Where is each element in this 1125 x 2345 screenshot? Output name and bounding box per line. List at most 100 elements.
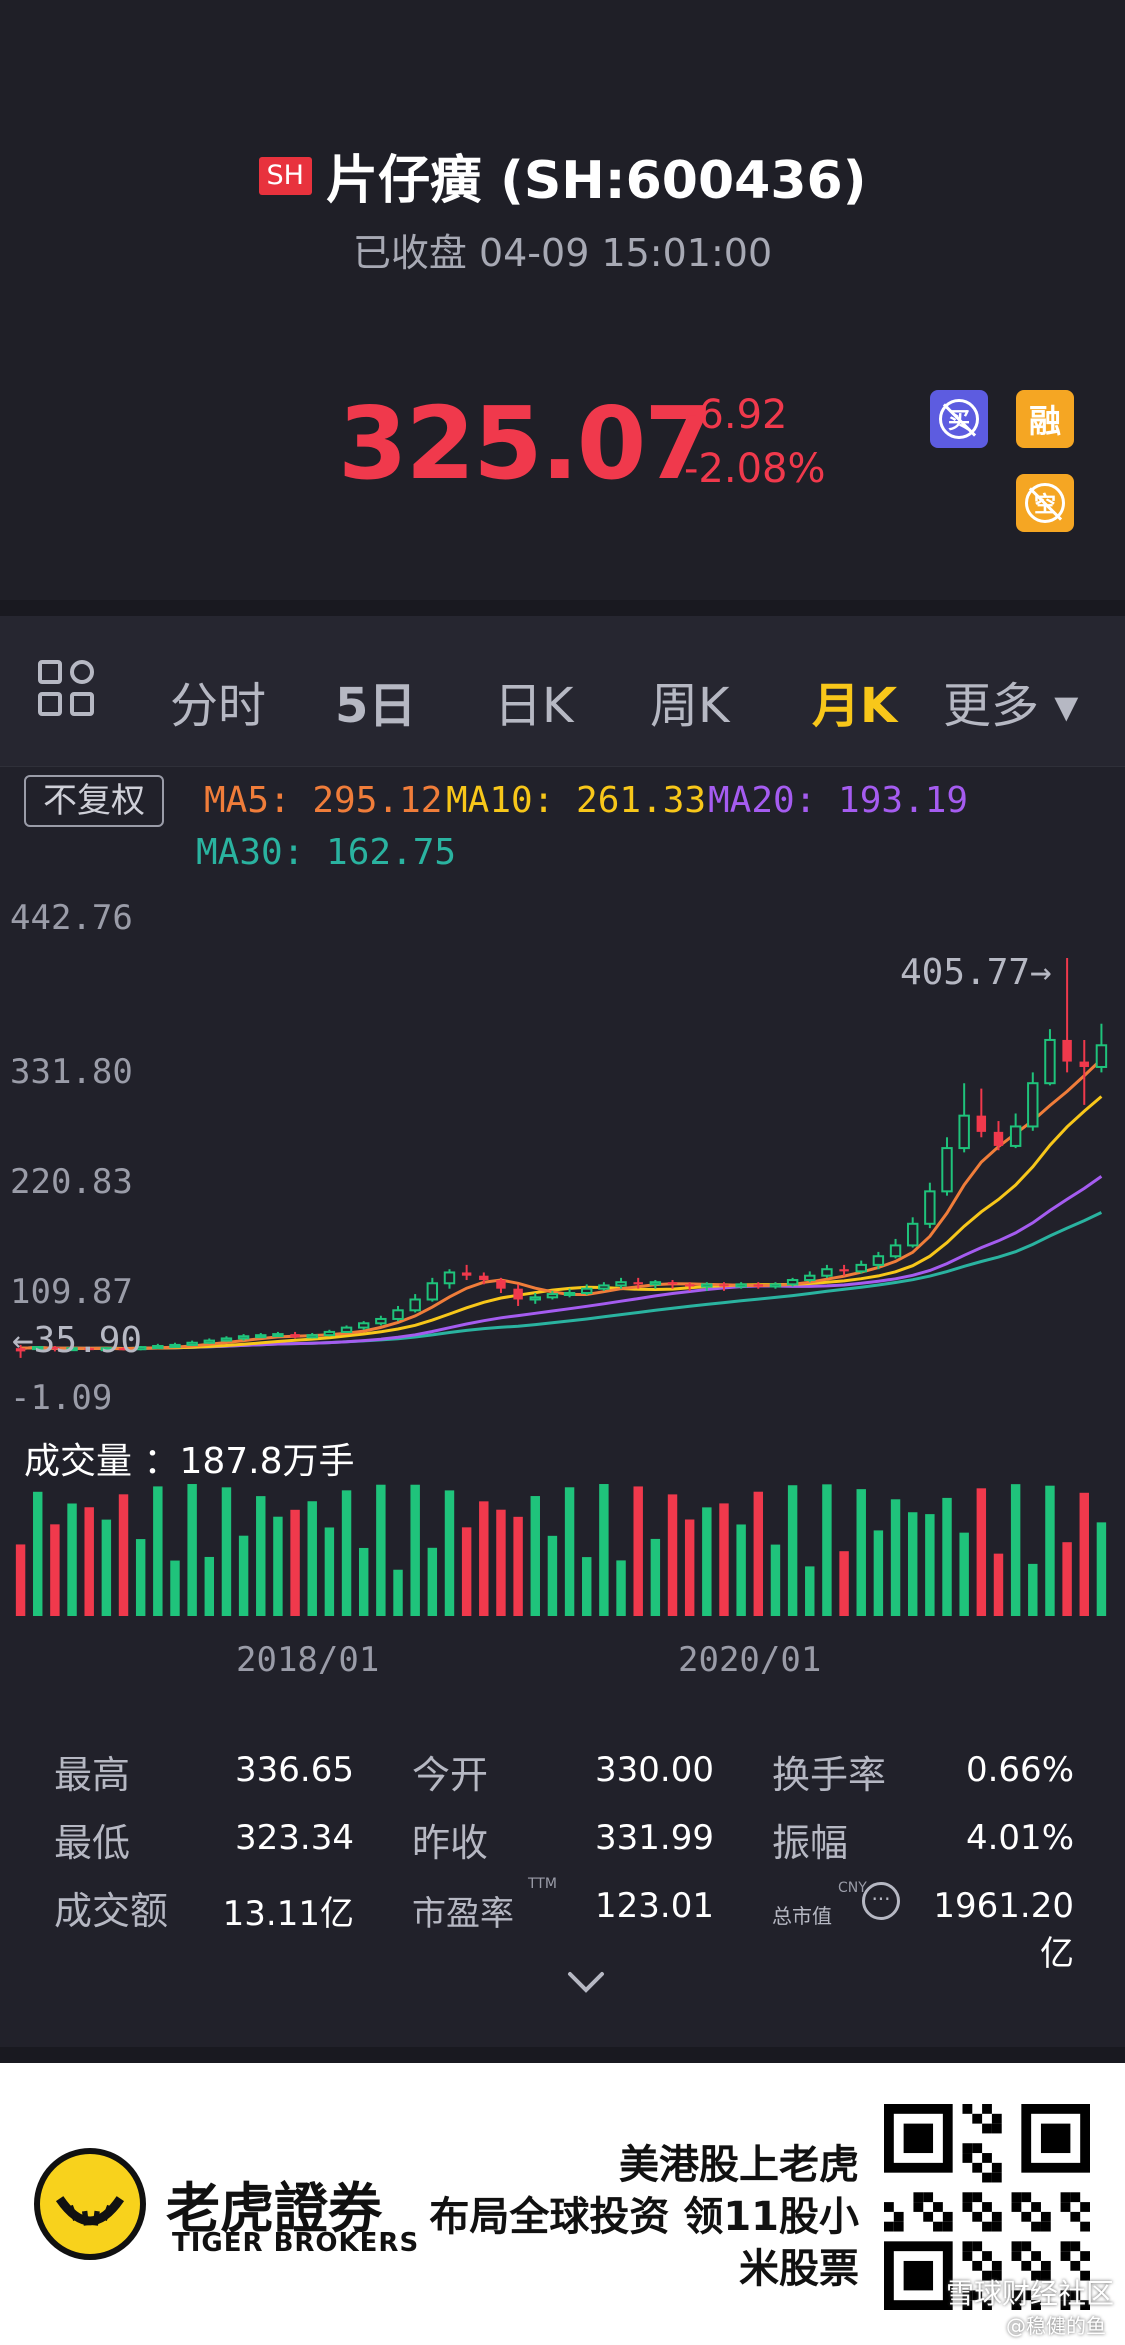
candle [392,1305,404,1322]
chart-period-tabs: 分时 5日 日K 周K 月K 更多 ▾ [0,616,1125,766]
volume-bar [513,1516,523,1616]
volume-bar [633,1486,643,1616]
brand-name-en: TIGER BROKERS [172,2228,420,2258]
candle [786,1277,799,1287]
candle [118,1347,129,1351]
stat-label: 振幅 [772,1821,849,1865]
candle [855,1260,867,1274]
ma30-line [20,1211,1103,1351]
more-icon[interactable]: ··· [862,1882,900,1920]
y-tick-label: -1.09 [10,1378,113,1418]
volume-bar [204,1556,215,1616]
candle [375,1315,387,1326]
candle [667,1280,678,1289]
candle [340,1325,353,1334]
candle [804,1271,816,1283]
candle [152,1343,164,1349]
y-tick-label: 442.76 [10,898,133,938]
volume-bar [907,1512,918,1616]
candle [546,1290,559,1300]
tab-weekly-k[interactable]: 周K [650,678,730,734]
candle [563,1288,576,1298]
candle [496,1277,506,1294]
candle [32,1345,44,1351]
volume-bar [959,1532,969,1616]
volume-bar [153,1486,163,1616]
stat-value: 331.99 [595,1818,714,1858]
qr-code-icon [884,2104,1090,2310]
volume-bar [993,1553,1004,1616]
ma20-value: MA20: 193.19 [708,780,969,821]
volume-bar [101,1519,112,1616]
candle [50,1345,60,1352]
margin-tag-label: 融 [1028,402,1061,440]
candle [701,1282,713,1291]
candle [461,1264,472,1281]
volume-bar [15,1544,26,1616]
stat-label: 总市值 [772,1904,832,1928]
x-tick-label: 2018/01 [236,1640,380,1680]
volume-bar [307,1501,317,1616]
tiger-logo-icon [34,2148,146,2260]
volume-bar [273,1516,283,1616]
volume-bar [1045,1485,1055,1616]
volume-bar [684,1519,695,1616]
kline-svg [15,958,1108,1616]
candle [993,1121,1004,1151]
price-adjust-button[interactable]: 不复权 [24,775,164,827]
candle [443,1269,456,1289]
candle [357,1321,370,1330]
stat-value: 1961.20亿 [933,1886,1074,1974]
candle [66,1347,78,1352]
tab-more[interactable]: 更多 ▾ [943,678,1079,734]
ad-slogan-line: 米股票 [739,2246,859,2292]
candle [290,1331,300,1339]
price-change-pct: -2.08% [684,446,826,492]
layout-grid-icon[interactable] [38,660,98,720]
volume-bar [170,1560,180,1616]
volume-bar [444,1490,455,1616]
stat-label: 市盈率 [412,1894,514,1934]
candle [1044,1029,1056,1086]
tab-monthly-k[interactable]: 月K [812,678,898,734]
candle [821,1264,833,1278]
stat-value: 13.11亿 [222,1894,354,1934]
stat-label: 最低 [54,1821,131,1865]
volume-bar [736,1524,746,1616]
volume-bar [135,1539,146,1616]
cap-cny-sup: CNY [838,1880,867,1896]
candle [649,1280,662,1289]
candle [1009,1113,1022,1149]
candle [1095,1023,1108,1073]
tab-intraday[interactable]: 分时 [170,678,267,734]
candle [684,1282,695,1291]
volume-bar [599,1484,609,1616]
candle [84,1347,94,1351]
candle [958,1083,970,1153]
divider [0,2047,1125,2063]
candle [186,1340,198,1346]
volume-bar [787,1485,798,1616]
y-tick-label: 331.80 [10,1052,133,1092]
volume-bar [410,1484,420,1616]
no-buy-icon[interactable]: 买 [930,390,988,448]
volume-bar [1010,1484,1021,1616]
brand-name-cn: 老虎證券 [166,2177,382,2240]
candle [272,1331,284,1338]
no-short-icon[interactable]: 空 [1016,474,1074,532]
watermark-author: @稳健的鱼 [1006,2314,1106,2338]
volume-bar [805,1566,815,1616]
y-tick-label: 220.83 [10,1162,133,1202]
volume-bar [33,1491,43,1616]
chevron-down-icon[interactable] [566,1962,606,2002]
tab-5day[interactable]: 5日 [335,678,417,734]
tab-daily-k[interactable]: 日K [494,678,574,734]
volume-bar [719,1503,729,1616]
price-change: -6.92 [684,392,788,438]
candle [203,1338,216,1344]
ma5-value: MA5: 295.12 [204,780,443,821]
margin-icon[interactable]: 融 [1016,390,1074,448]
volume-bar [1028,1563,1038,1616]
divider [0,600,1125,616]
volume-bar [341,1490,352,1616]
